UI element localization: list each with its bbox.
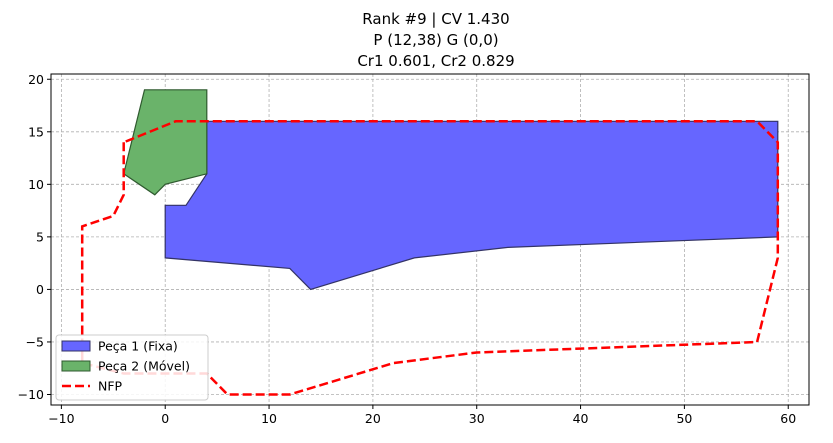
y-tick-label: −5 bbox=[26, 334, 44, 349]
chart-title-line-3: Cr1 0.601, Cr2 0.829 bbox=[357, 52, 514, 70]
y-tick-label: 10 bbox=[28, 177, 44, 192]
legend-label: Peça 2 (Móvel) bbox=[98, 359, 190, 374]
x-tick-label: 50 bbox=[676, 411, 692, 426]
legend: Peça 1 (Fixa) Peça 2 (Móvel) NFP bbox=[56, 335, 208, 400]
y-tick-label: 15 bbox=[28, 124, 44, 139]
series-fixed-piece-polygon bbox=[165, 121, 778, 289]
legend-swatch bbox=[62, 361, 90, 371]
legend-swatch bbox=[62, 341, 90, 351]
x-tick-label: −10 bbox=[48, 411, 74, 426]
y-tick-label: 20 bbox=[28, 72, 44, 87]
chart-title-line-2: P (12,38) G (0,0) bbox=[373, 31, 498, 49]
x-tick-label: 40 bbox=[573, 411, 589, 426]
legend-label: Peça 1 (Fixa) bbox=[98, 339, 178, 354]
x-tick-label: 10 bbox=[261, 411, 277, 426]
x-tick-label: 0 bbox=[161, 411, 169, 426]
chart-title: Rank #9 | CV 1.430 P (12,38) G (0,0) Cr1… bbox=[357, 10, 514, 70]
series-moving-piece-polygon bbox=[124, 90, 207, 195]
chart-title-line-1: Rank #9 | CV 1.430 bbox=[362, 10, 509, 28]
y-tick-label: 5 bbox=[36, 229, 44, 244]
x-tick-label: 60 bbox=[780, 411, 796, 426]
y-tick-label: −10 bbox=[18, 387, 44, 402]
legend-label: NFP bbox=[98, 379, 123, 394]
y-tick-label: 0 bbox=[36, 282, 44, 297]
x-tick-label: 20 bbox=[365, 411, 381, 426]
x-tick-label: 30 bbox=[469, 411, 485, 426]
